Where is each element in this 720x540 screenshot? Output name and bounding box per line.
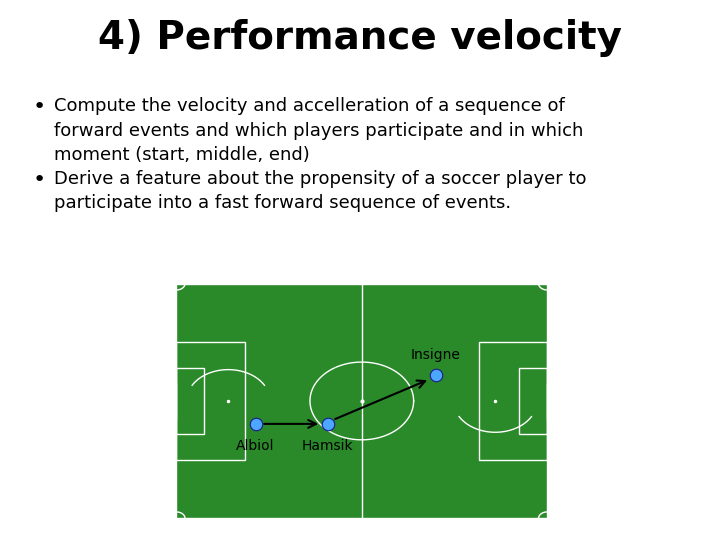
Bar: [176, 368, 204, 434]
Bar: [547, 383, 554, 419]
Text: Compute the velocity and accelleration of a sequence of: Compute the velocity and accelleration o…: [54, 97, 564, 115]
Bar: [479, 342, 547, 460]
Text: forward events and which players participate and in which: forward events and which players partici…: [54, 122, 583, 139]
Text: 4) Performance velocity: 4) Performance velocity: [98, 19, 622, 57]
Text: Albiol: Albiol: [236, 439, 275, 453]
Text: •: •: [33, 97, 46, 117]
Text: •: •: [33, 170, 46, 190]
Text: Derive a feature about the propensity of a soccer player to: Derive a feature about the propensity of…: [54, 170, 587, 188]
Bar: [176, 284, 547, 518]
Bar: [170, 383, 176, 419]
Text: moment (start, middle, end): moment (start, middle, end): [54, 146, 310, 164]
Text: participate into a fast forward sequence of events.: participate into a fast forward sequence…: [54, 194, 511, 212]
Bar: [176, 342, 245, 460]
Bar: [519, 368, 547, 434]
Text: Insigne: Insigne: [410, 348, 461, 362]
Text: Hamsik: Hamsik: [302, 439, 354, 453]
